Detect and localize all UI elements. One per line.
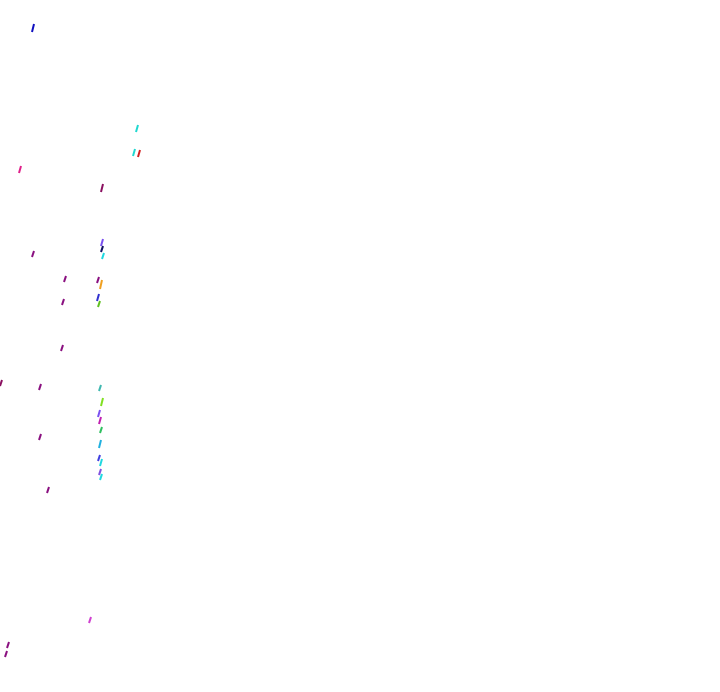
artifact-marks bbox=[0, 23, 141, 658]
mark bbox=[99, 426, 103, 434]
mark bbox=[135, 124, 139, 133]
mark bbox=[60, 344, 64, 352]
mark bbox=[6, 641, 10, 649]
mark bbox=[46, 486, 50, 494]
mark bbox=[99, 458, 103, 467]
mark bbox=[88, 616, 92, 624]
mark bbox=[99, 473, 103, 481]
mark bbox=[98, 468, 102, 476]
mark bbox=[97, 454, 101, 462]
mark bbox=[98, 384, 102, 392]
mark bbox=[137, 149, 141, 158]
mark bbox=[98, 439, 102, 449]
mark bbox=[100, 183, 104, 193]
mark bbox=[101, 252, 105, 260]
mark bbox=[98, 416, 102, 425]
mark bbox=[97, 300, 101, 308]
mark bbox=[31, 23, 35, 33]
mark bbox=[4, 650, 8, 658]
mark bbox=[100, 245, 104, 253]
mark bbox=[100, 397, 104, 407]
mark bbox=[0, 379, 3, 387]
mark bbox=[96, 276, 100, 284]
mark bbox=[31, 250, 35, 258]
mark bbox=[99, 279, 103, 290]
mark bbox=[96, 293, 100, 302]
mark bbox=[18, 165, 22, 174]
mark bbox=[38, 383, 42, 391]
mark bbox=[100, 238, 104, 247]
mark bbox=[97, 409, 101, 418]
mark bbox=[132, 148, 136, 157]
mark bbox=[63, 275, 67, 283]
mark bbox=[61, 298, 65, 306]
mark bbox=[38, 433, 42, 441]
